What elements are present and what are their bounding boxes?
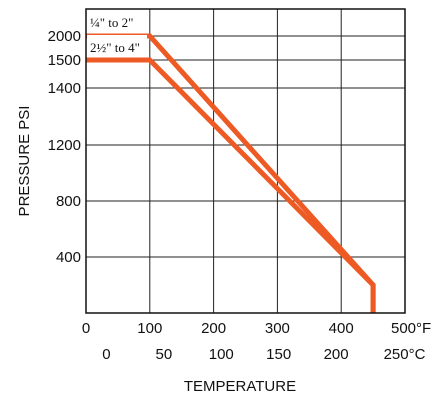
x-tick-labels-fahrenheit: 0 100 200 300 400 500°F <box>82 320 431 337</box>
series-line <box>86 33 376 313</box>
x-tick-label-c: 100 <box>209 346 234 363</box>
x-tick-label-c: 0 <box>102 346 110 363</box>
y-tick-label: 400 <box>56 249 81 266</box>
y-tick-label: 1500 <box>48 52 81 69</box>
series-lines <box>86 33 376 313</box>
y-tick-label: 800 <box>56 193 81 210</box>
x-tick-label-c: 200 <box>324 346 349 363</box>
x-tick-label-c: 250°C <box>384 346 426 363</box>
x-tick-label-f: 0 <box>82 320 90 337</box>
x-tick-label-f: 200 <box>201 320 226 337</box>
x-tick-labels-celsius: 0 50 100 150 200 250°C <box>102 346 425 363</box>
x-axis-title: TEMPERATURE <box>184 378 296 395</box>
y-tick-label: 1400 <box>48 80 81 97</box>
series-label: 2½" to 4" <box>90 40 140 55</box>
y-axis-title: PRESSURE PSI <box>16 106 33 217</box>
series-label-box <box>87 10 147 30</box>
x-tick-label-f: 300 <box>265 320 290 337</box>
y-tick-label: 1200 <box>48 137 81 154</box>
x-tick-label-f: 400 <box>329 320 354 337</box>
series-label-box <box>87 35 147 55</box>
x-tick-label-c: 150 <box>266 346 291 363</box>
grid <box>86 9 405 313</box>
x-tick-label-f: 500°F <box>391 320 431 337</box>
series-labels: ¼" to 2" 2½" to 4" <box>87 10 147 55</box>
series-label: ¼" to 2" <box>90 15 133 30</box>
plot-frame <box>85 8 406 314</box>
series-line <box>86 57 376 313</box>
x-tick-label-c: 50 <box>155 346 172 363</box>
y-tick-label: 2000 <box>48 28 81 45</box>
x-tick-label-f: 100 <box>137 320 162 337</box>
y-tick-labels: 400 800 1200 1400 1500 2000 <box>48 28 81 266</box>
